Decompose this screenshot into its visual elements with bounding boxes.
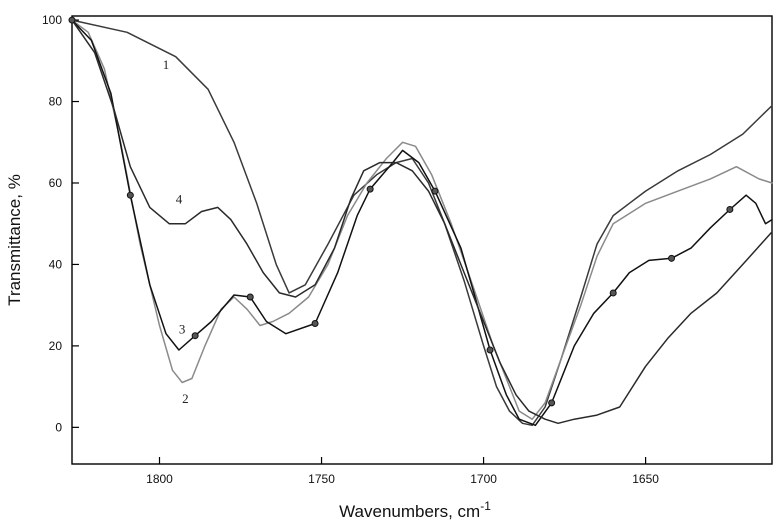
- curve-3-marker: [126, 191, 134, 199]
- curve-3-marker: [191, 332, 199, 340]
- y-axis-title: Transmittance, %: [5, 174, 24, 306]
- curve-3-marker: [726, 205, 734, 213]
- curve-3-marker: [246, 293, 254, 301]
- curve-3-marker: [486, 346, 494, 354]
- curve-label-4: 4: [176, 191, 183, 206]
- plot-frame: [71, 15, 773, 465]
- x-tick-label: 1700: [470, 472, 497, 486]
- curve-3-marker: [431, 187, 439, 195]
- axis-ticks: 1800 1750 1700 1650 0 20 40 60 80 100: [42, 13, 659, 486]
- y-tick-label: 100: [42, 13, 62, 27]
- y-tick-label: 60: [49, 176, 63, 190]
- curve-3-marker: [668, 254, 676, 262]
- x-axis-title-superscript: -1: [480, 499, 491, 513]
- curve-3: [71, 19, 773, 427]
- curve-label-1: 1: [163, 57, 170, 72]
- y-tick-label: 40: [49, 257, 63, 271]
- curve-labels: 1 2 3 4: [163, 57, 189, 406]
- curve-4: [71, 19, 773, 425]
- curve-1: [71, 19, 773, 427]
- curve-2: [71, 19, 773, 420]
- curve-3-marker: [548, 399, 556, 407]
- curve-3-marker: [311, 319, 319, 327]
- x-tick-label: 1650: [632, 472, 659, 486]
- curve-3-marker: [366, 185, 374, 193]
- curve-3-marker: [68, 16, 76, 24]
- curve-3-marker: [609, 289, 617, 297]
- x-axis-title-text: Wavenumbers, cm: [339, 502, 480, 521]
- curve-markers: [68, 16, 734, 407]
- x-axis-title: Wavenumbers, cm-1: [339, 499, 491, 521]
- y-tick-label: 20: [49, 339, 63, 353]
- curves: [71, 19, 773, 427]
- curve-label-2: 2: [182, 391, 189, 406]
- y-tick-label: 0: [55, 420, 62, 434]
- curve-label-3: 3: [179, 322, 186, 337]
- y-tick-label: 80: [49, 95, 63, 109]
- x-tick-label: 1750: [308, 472, 335, 486]
- x-tick-label: 1800: [146, 472, 173, 486]
